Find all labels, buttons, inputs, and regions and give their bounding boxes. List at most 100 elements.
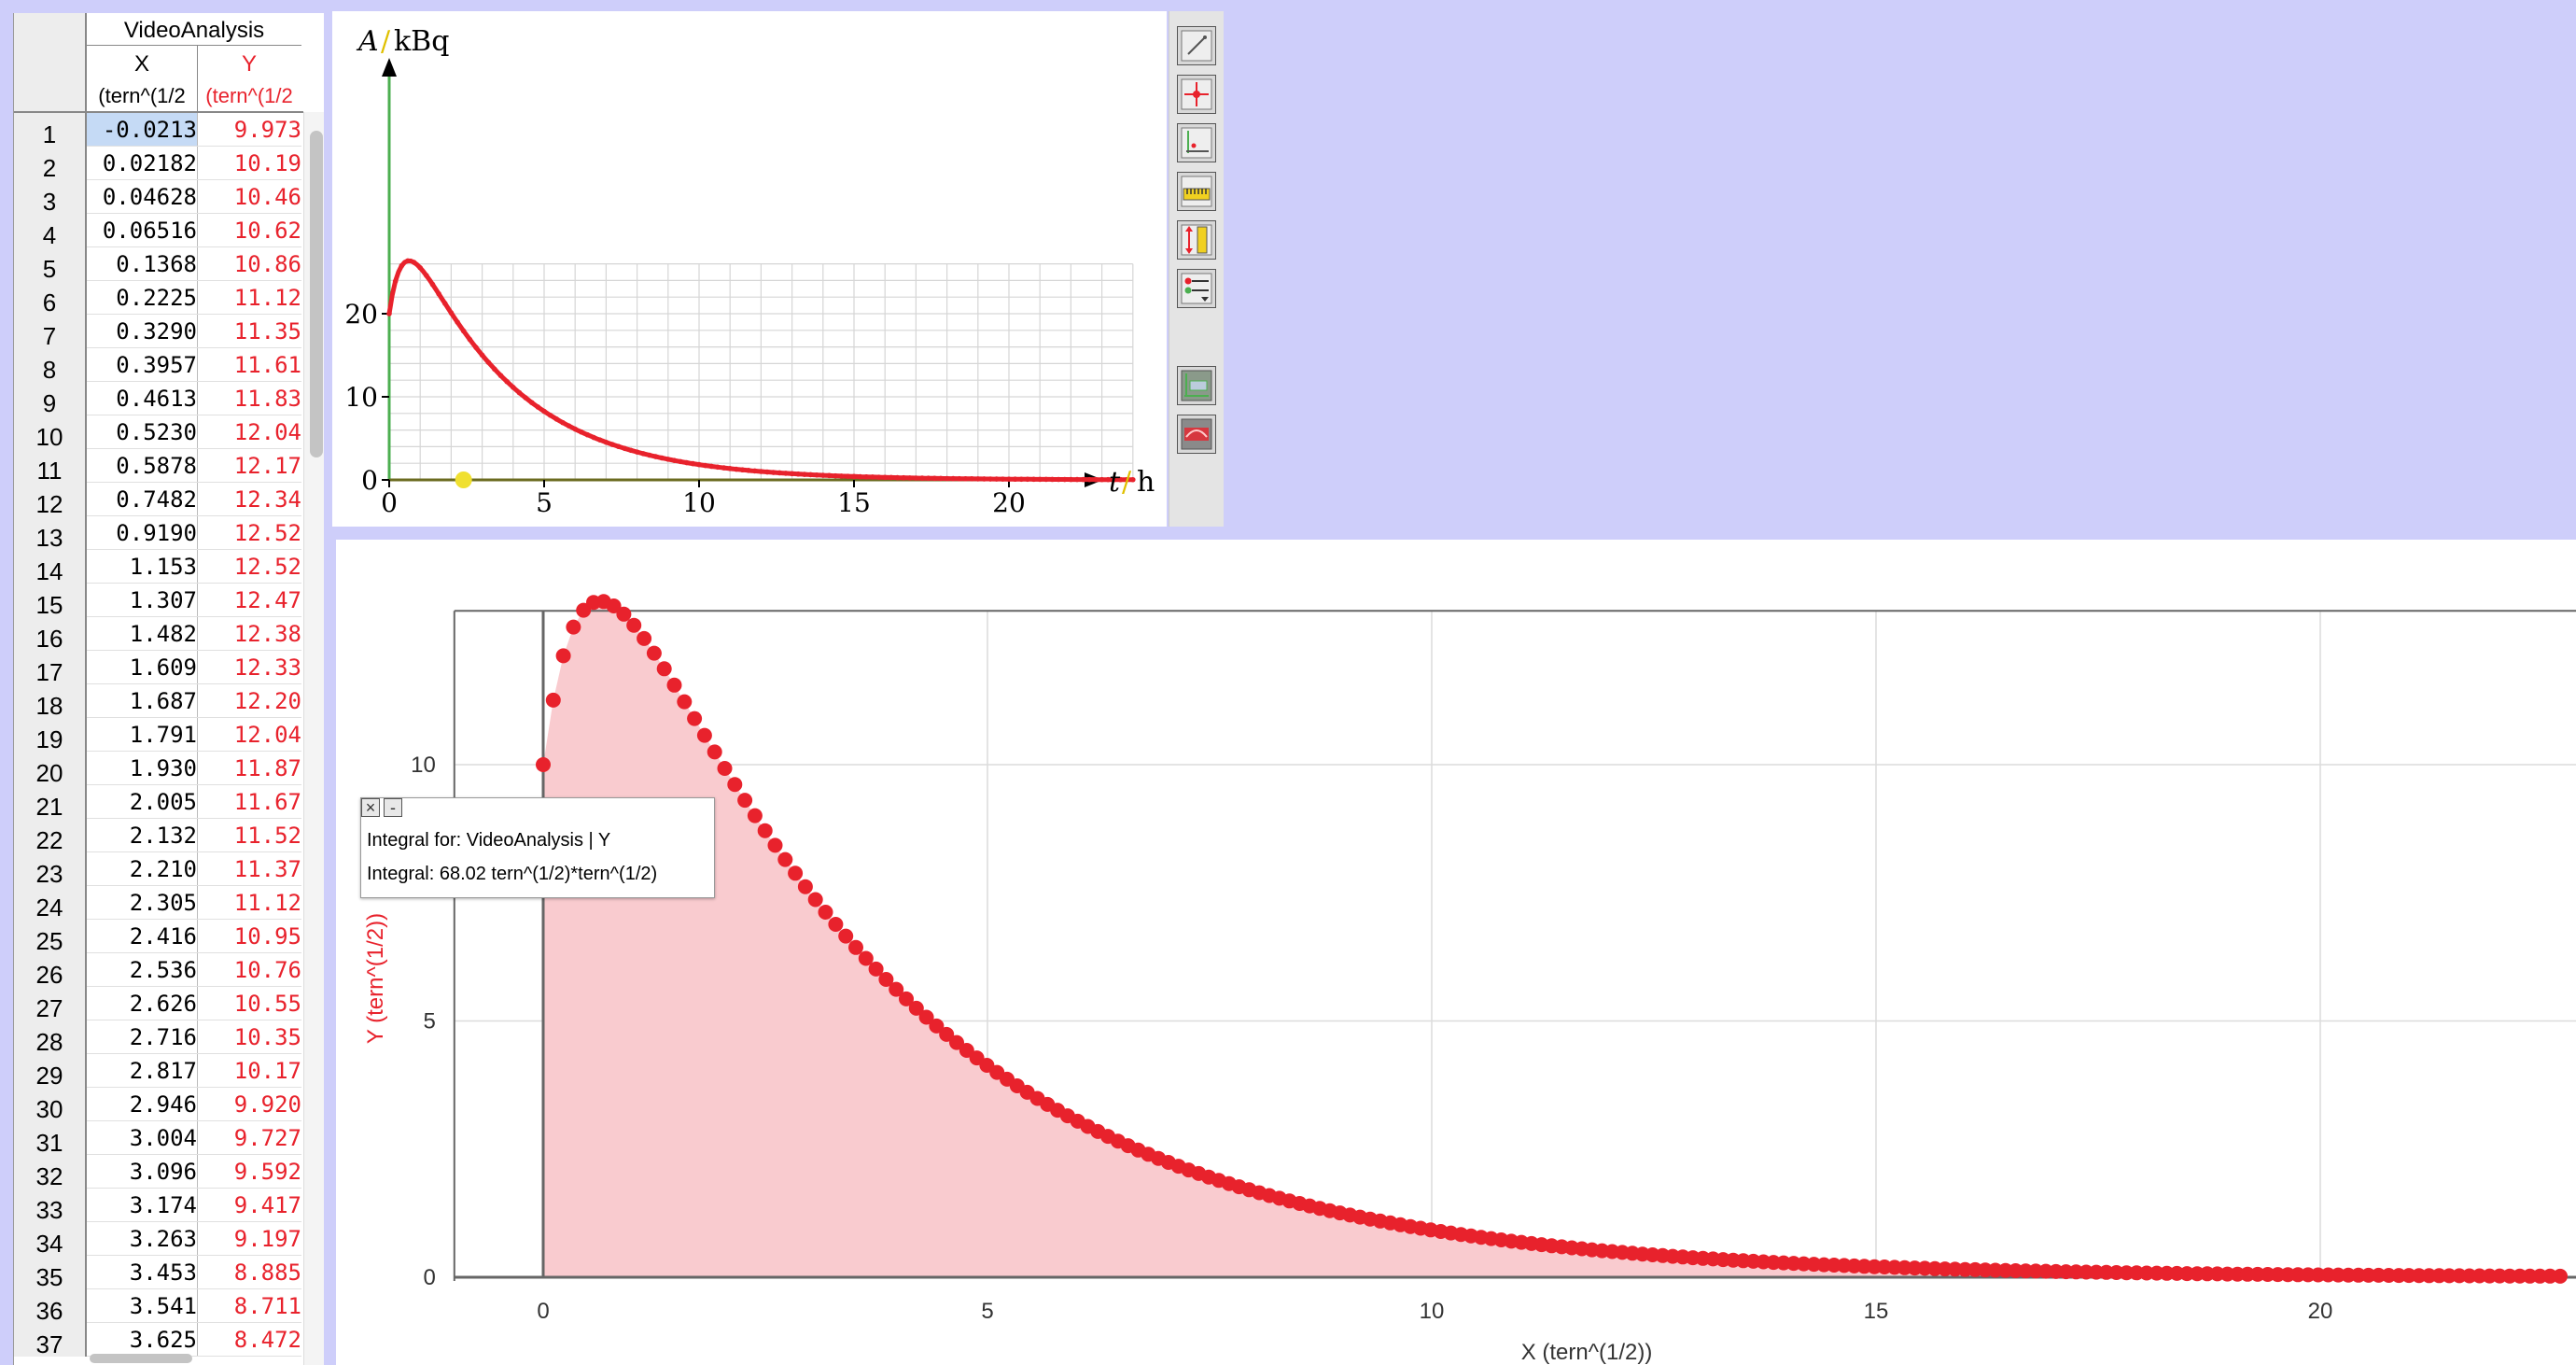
cell-y[interactable]: 10.19 bbox=[233, 150, 301, 176]
integral-graph[interactable]: 0 5 10 15 20 0 5 10 X (tern^(1/2)) Y (tern^(1/2… bbox=[336, 540, 2576, 1365]
cell-x[interactable]: 0.02182 bbox=[87, 147, 198, 180]
cell-y[interactable]: 12.04 bbox=[233, 722, 301, 748]
cell-y[interactable]: 9.920 bbox=[233, 1091, 301, 1118]
row-number[interactable]: 20 bbox=[14, 752, 87, 787]
coordinate-tool-button[interactable] bbox=[1177, 123, 1216, 162]
cell-x[interactable]: 3.541 bbox=[87, 1289, 198, 1323]
cell-x[interactable]: 0.9190 bbox=[87, 516, 198, 550]
row-number[interactable]: 15 bbox=[14, 584, 87, 619]
row-number[interactable]: 7 bbox=[14, 315, 87, 350]
cell-x[interactable]: 1.930 bbox=[87, 752, 198, 785]
cell-y[interactable]: 11.83 bbox=[233, 386, 301, 412]
cell-y[interactable]: 11.37 bbox=[233, 856, 301, 882]
row-number[interactable]: 17 bbox=[14, 651, 87, 686]
series-list-button[interactable] bbox=[1177, 269, 1216, 308]
cell-y[interactable]: 8.711 bbox=[233, 1293, 301, 1319]
cell-x[interactable]: 0.2225 bbox=[87, 281, 198, 315]
cell-y[interactable]: 12.38 bbox=[233, 621, 301, 647]
row-number[interactable]: 11 bbox=[14, 449, 87, 485]
vertical-scrollbar[interactable] bbox=[303, 112, 324, 1365]
row-number[interactable]: 32 bbox=[14, 1155, 87, 1190]
row-number[interactable]: 1 bbox=[14, 113, 87, 148]
row-number[interactable]: 14 bbox=[14, 550, 87, 585]
vertical-scroll-thumb[interactable] bbox=[310, 131, 323, 457]
row-number[interactable]: 27 bbox=[14, 987, 87, 1022]
cell-y[interactable]: 12.04 bbox=[233, 419, 301, 445]
row-number[interactable]: 2 bbox=[14, 147, 87, 182]
integral-popup[interactable]: × - Integral for: VideoAnalysis | Y Inte… bbox=[360, 797, 715, 898]
cell-y[interactable]: 11.67 bbox=[233, 789, 301, 815]
cell-y[interactable]: 12.52 bbox=[233, 520, 301, 546]
activity-graph[interactable]: 0 5 10 15 20 0 10 20 A / kBq t / h bbox=[332, 11, 1167, 527]
cell-y[interactable]: 9.197 bbox=[233, 1226, 301, 1252]
curve-tool-button[interactable] bbox=[1177, 415, 1216, 454]
vertical-ruler-tool-button[interactable] bbox=[1177, 220, 1216, 260]
cell-x[interactable]: -0.0213 bbox=[87, 113, 198, 147]
cell-x[interactable]: 1.687 bbox=[87, 684, 198, 718]
cell-x[interactable]: 0.3290 bbox=[87, 315, 198, 348]
cell-y[interactable]: 9.592 bbox=[233, 1159, 301, 1185]
row-number[interactable]: 33 bbox=[14, 1189, 87, 1224]
cell-x[interactable]: 3.625 bbox=[87, 1323, 198, 1357]
cell-y[interactable]: 11.87 bbox=[233, 755, 301, 781]
row-number[interactable]: 4 bbox=[14, 214, 87, 249]
row-number[interactable]: 23 bbox=[14, 852, 87, 888]
cell-x[interactable]: 3.174 bbox=[87, 1189, 198, 1222]
cell-x[interactable]: 3.263 bbox=[87, 1222, 198, 1256]
cell-y[interactable]: 12.47 bbox=[233, 587, 301, 613]
cell-x[interactable]: 1.307 bbox=[87, 584, 198, 617]
cell-x[interactable]: 2.817 bbox=[87, 1054, 198, 1088]
integral-chart-svg[interactable]: 0 5 10 15 20 0 5 10 X (tern^(1/2)) Y (tern^(1/2… bbox=[336, 540, 2576, 1365]
cell-x[interactable]: 0.04628 bbox=[87, 180, 198, 214]
ruler-tool-button[interactable] bbox=[1177, 172, 1216, 211]
cell-x[interactable]: 2.005 bbox=[87, 785, 198, 819]
row-number[interactable]: 36 bbox=[14, 1289, 87, 1325]
cell-x[interactable]: 2.305 bbox=[87, 886, 198, 920]
cell-y[interactable]: 9.417 bbox=[233, 1192, 301, 1218]
cell-y[interactable]: 11.35 bbox=[233, 318, 301, 345]
row-number[interactable]: 30 bbox=[14, 1088, 87, 1123]
popup-close-button[interactable]: × bbox=[361, 798, 380, 817]
row-number[interactable]: 18 bbox=[14, 684, 87, 720]
cell-x[interactable]: 0.4613 bbox=[87, 382, 198, 415]
row-number[interactable]: 35 bbox=[14, 1256, 87, 1291]
row-number[interactable]: 34 bbox=[14, 1222, 87, 1258]
cell-x[interactable]: 0.06516 bbox=[87, 214, 198, 247]
cell-y[interactable]: 9.973 bbox=[233, 117, 301, 143]
row-number[interactable]: 5 bbox=[14, 247, 87, 283]
row-number[interactable]: 9 bbox=[14, 382, 87, 417]
cell-x[interactable]: 2.626 bbox=[87, 987, 198, 1020]
cell-x[interactable]: 0.5878 bbox=[87, 449, 198, 483]
crosshair-tool-button[interactable] bbox=[1177, 75, 1216, 114]
cell-x[interactable]: 2.416 bbox=[87, 920, 198, 953]
cell-x[interactable]: 3.453 bbox=[87, 1256, 198, 1289]
cell-x[interactable]: 0.1368 bbox=[87, 247, 198, 281]
cell-x[interactable]: 3.096 bbox=[87, 1155, 198, 1189]
row-number[interactable]: 21 bbox=[14, 785, 87, 821]
pen-tool-button[interactable] bbox=[1177, 26, 1216, 65]
row-number[interactable]: 13 bbox=[14, 516, 87, 552]
cell-y[interactable]: 9.727 bbox=[233, 1125, 301, 1151]
cell-y[interactable]: 8.885 bbox=[233, 1259, 301, 1286]
cell-x[interactable]: 2.132 bbox=[87, 819, 198, 852]
row-number[interactable]: 26 bbox=[14, 953, 87, 989]
cell-x[interactable]: 0.5230 bbox=[87, 415, 198, 449]
cell-y[interactable]: 10.95 bbox=[233, 923, 301, 950]
cell-y[interactable]: 12.34 bbox=[233, 486, 301, 513]
row-number[interactable]: 31 bbox=[14, 1121, 87, 1157]
row-number[interactable]: 22 bbox=[14, 819, 87, 854]
row-number[interactable]: 6 bbox=[14, 281, 87, 317]
cell-x[interactable]: 2.210 bbox=[87, 852, 198, 886]
horizontal-scroll-thumb[interactable] bbox=[90, 1354, 192, 1363]
cell-y[interactable]: 11.61 bbox=[233, 352, 301, 378]
cell-y[interactable]: 11.52 bbox=[233, 823, 301, 849]
activity-chart-svg[interactable]: 0 5 10 15 20 0 10 20 A / kBq t / h bbox=[332, 11, 1167, 527]
cell-y[interactable]: 10.46 bbox=[233, 184, 301, 210]
cell-y[interactable]: 12.33 bbox=[233, 654, 301, 681]
row-number[interactable]: 10 bbox=[14, 415, 87, 451]
cell-x[interactable]: 0.3957 bbox=[87, 348, 198, 382]
cell-y[interactable]: 10.17 bbox=[233, 1058, 301, 1084]
row-number[interactable]: 37 bbox=[14, 1323, 87, 1358]
cell-x[interactable]: 1.791 bbox=[87, 718, 198, 752]
cell-x[interactable]: 2.946 bbox=[87, 1088, 198, 1121]
